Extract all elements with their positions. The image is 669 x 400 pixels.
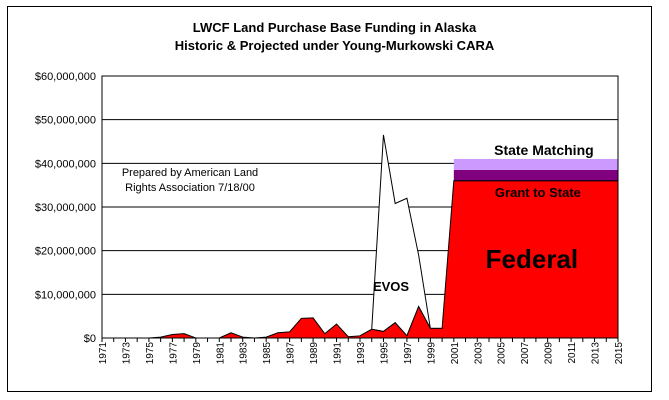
y-tick-label: $20,000,000 xyxy=(35,246,96,258)
x-tick-label: 1979 xyxy=(192,342,203,365)
x-tick-label: 1983 xyxy=(239,342,250,365)
x-tick-label: 1991 xyxy=(333,342,344,365)
series-label-layer: State Matching Grant to State Federal EVOS xyxy=(373,142,594,294)
x-tick-label: 2011 xyxy=(567,342,578,364)
note-line-2: Rights Association 7/18/00 xyxy=(125,182,255,194)
x-tick-label: 1981 xyxy=(215,342,226,365)
x-tick-label: 1987 xyxy=(286,342,297,365)
y-tick-label: $30,000,000 xyxy=(35,202,96,214)
x-tick-label: 2009 xyxy=(544,342,555,365)
grant-to-state-area xyxy=(453,169,618,181)
x-tick-label: 1997 xyxy=(403,342,414,365)
x-tick-label: 1973 xyxy=(121,342,132,365)
axis-layer: $0 $10,000,000 $20,000,000 $30,000,000 $40,0… xyxy=(35,71,625,364)
area-layer xyxy=(102,134,619,339)
note-line-1: Prepared by American Land xyxy=(121,167,259,179)
x-tick-label: 1975 xyxy=(145,342,156,365)
series-label: Federal xyxy=(486,244,579,274)
x-tick-label: 2007 xyxy=(520,342,531,365)
series-label: State Matching xyxy=(494,142,594,158)
chart-title-line-1: LWCF Land Purchase Base Funding in Alask… xyxy=(192,20,477,35)
state-matching-area xyxy=(453,158,618,170)
y-tick-label: $0 xyxy=(84,333,96,345)
y-tick-label: $50,000,000 xyxy=(35,115,96,127)
y-tick-label: $10,000,000 xyxy=(35,289,96,301)
x-tick-label: 1995 xyxy=(379,342,390,365)
x-tick-label: 1993 xyxy=(356,342,367,365)
x-tick-label: 2013 xyxy=(591,342,602,365)
x-tick-label: 2005 xyxy=(497,342,508,365)
y-tick-label: $60,000,000 xyxy=(35,71,96,83)
x-tick-label: 2003 xyxy=(473,342,484,365)
y-tick-label: $40,000,000 xyxy=(35,158,96,170)
x-tick-label: 1985 xyxy=(262,342,273,365)
series-label: Grant to State xyxy=(495,185,581,200)
x-tick-label: 1989 xyxy=(309,342,320,365)
x-tick-label: 2015 xyxy=(614,342,625,365)
x-tick-label: 1999 xyxy=(426,342,437,365)
evos-area xyxy=(359,134,443,337)
series-label: EVOS xyxy=(373,279,409,294)
x-tick-label: 1977 xyxy=(168,342,179,365)
x-tick-label: 2001 xyxy=(450,342,461,365)
x-tick-label: 1971 xyxy=(98,342,109,365)
chart-title-line-2: Historic & Projected under Young-Murkows… xyxy=(174,38,495,53)
